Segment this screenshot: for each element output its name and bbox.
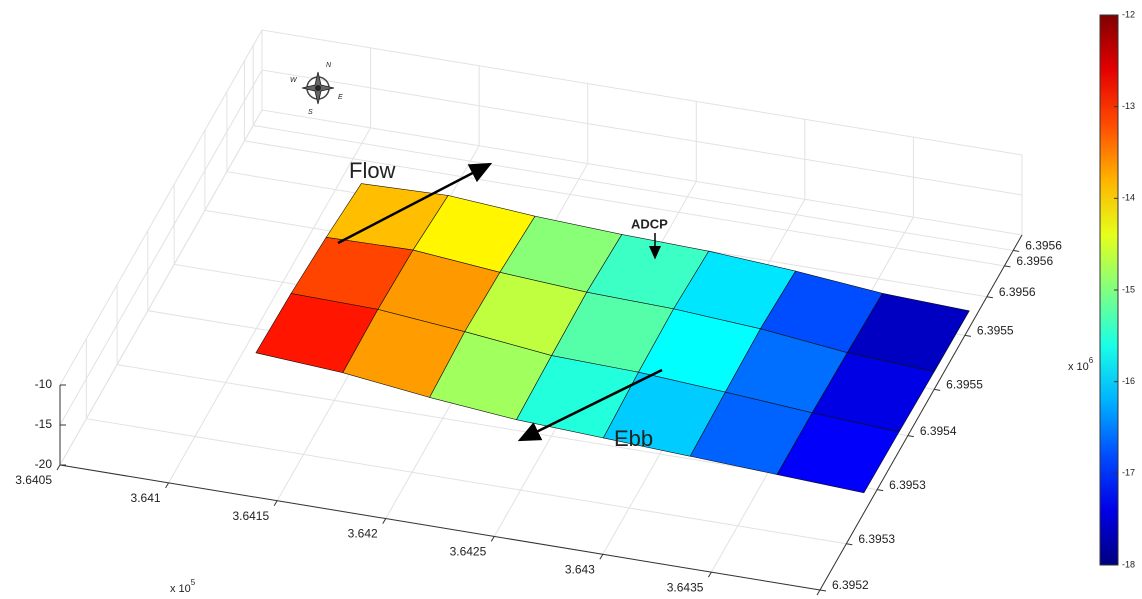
x-tick-label: 3.641	[131, 491, 161, 505]
y-tick-label: 6.3953	[858, 532, 895, 546]
compass-label: N	[326, 62, 332, 69]
multiplier-exponent: 6	[1089, 356, 1094, 365]
z-tick-label: -20	[35, 457, 53, 471]
x-tick-label: 3.643	[565, 562, 595, 576]
y-tick-label: 6.3952	[832, 578, 869, 592]
chart: 3.64053.6413.64153.6423.64253.6433.64353…	[0, 0, 1142, 599]
z-tick-label: -15	[35, 417, 53, 431]
colorbar-tick-label: -15	[1122, 284, 1135, 294]
compass-label: E	[338, 94, 343, 101]
y-multiplier: x 106	[1068, 356, 1094, 373]
x-tick	[274, 501, 277, 506]
ebb-label: Ebb	[614, 426, 653, 451]
y-tick	[1004, 266, 1010, 267]
y-tick-label: 6.3953	[889, 478, 926, 492]
x-tick	[817, 590, 820, 595]
compass-label: S	[308, 109, 313, 116]
adcp-label: ADCP	[631, 216, 668, 231]
y-tick-label: 6.3956	[999, 285, 1036, 299]
x-tick-label: 3.6435	[667, 580, 704, 594]
colorbar-tick-label: -17	[1122, 468, 1135, 478]
y-tick-label: 6.3955	[977, 323, 1014, 337]
axis-line	[60, 465, 820, 590]
colorbar-tick-label: -12	[1122, 9, 1135, 19]
y-tick	[934, 389, 940, 390]
y-tick	[877, 490, 883, 491]
multiplier-exponent: 5	[191, 578, 196, 587]
y-tick-label: 6.3955	[946, 378, 983, 392]
plot-area: 3.64053.6413.64153.6423.64253.6433.64353…	[15, 30, 1062, 599]
y-tick	[846, 544, 852, 545]
compass-label: W	[290, 77, 298, 84]
x-multiplier: x 105	[170, 578, 196, 595]
y-tick	[1013, 250, 1019, 251]
y-tick	[820, 590, 826, 591]
x-tick-label: 3.6415	[232, 509, 269, 523]
colorbar-tick-label: -18	[1122, 559, 1135, 569]
flow-label: Flow	[349, 158, 396, 183]
colorbar-tick-label: -16	[1122, 376, 1135, 386]
x-tick-label: 3.642	[348, 527, 378, 541]
x-tick	[57, 465, 60, 470]
x-tick	[600, 554, 603, 559]
multiplier-base: x 10	[1068, 361, 1089, 373]
x-tick	[383, 519, 386, 524]
x-tick	[708, 572, 711, 577]
y-tick	[965, 335, 971, 336]
colorbar-tick-label: -14	[1122, 193, 1135, 203]
y-tick	[908, 436, 914, 437]
compass: N E S W	[290, 62, 343, 116]
x-tick	[491, 536, 494, 541]
y-tick	[987, 297, 993, 298]
y-tick-label: 6.3954	[920, 424, 957, 438]
x-tick	[166, 483, 169, 488]
x-tick-label: 3.6405	[15, 473, 52, 487]
y-tick-label: 6.3956	[1025, 239, 1062, 253]
multiplier-base: x 10	[170, 583, 191, 595]
x-tick-label: 3.6425	[450, 545, 487, 559]
colorbar-tick-label: -13	[1122, 101, 1135, 111]
z-tick-label: -10	[35, 377, 53, 391]
y-tick-label: 6.3956	[1016, 254, 1053, 268]
